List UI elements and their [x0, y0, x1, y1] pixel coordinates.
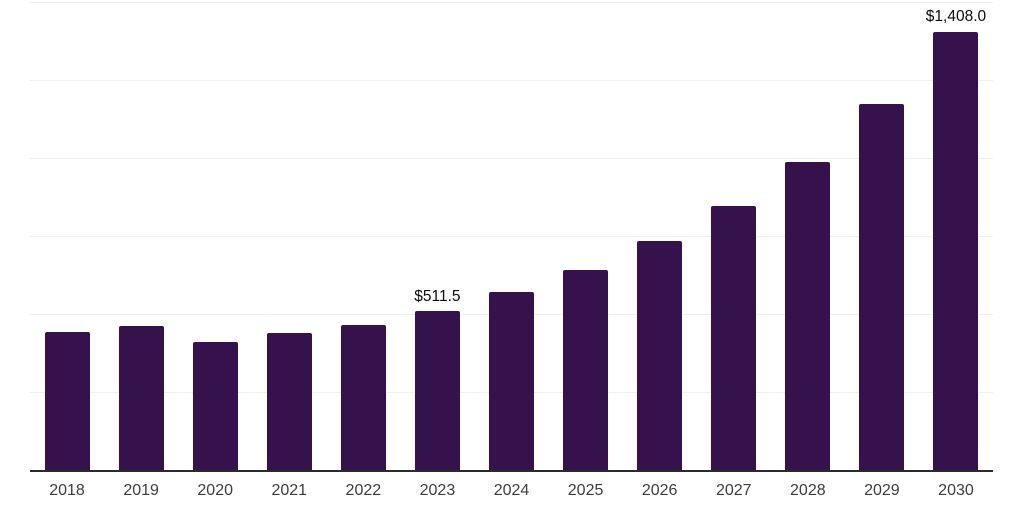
gridline: [30, 2, 993, 3]
x-axis-label-2020: 2020: [197, 482, 233, 499]
x-axis-label-2024: 2024: [493, 482, 530, 499]
x-axis-label-2018: 2018: [49, 482, 85, 499]
bar-2021: [266, 332, 312, 471]
x-axis-label-2021: 2021: [271, 482, 308, 499]
bar-slot-2026: [623, 3, 697, 471]
gridline: [30, 236, 993, 237]
data-label-2023: $511.5: [414, 287, 461, 305]
bar-slot-2028: [771, 3, 845, 471]
bar-2029: [859, 104, 905, 471]
bar-2030: [933, 31, 979, 471]
x-axis-label-2028: 2028: [790, 482, 826, 499]
bar-2025: [563, 270, 609, 471]
x-axis-label-2025: 2025: [567, 482, 604, 499]
bar-2023: [414, 311, 460, 471]
x-axis-label-2023: 2023: [419, 482, 456, 499]
x-axis-label-2029: 2029: [864, 482, 900, 499]
x-axis-label-2019: 2019: [123, 482, 159, 499]
x-axis-label-2030: 2030: [938, 482, 974, 499]
gridline: [30, 80, 993, 81]
bar-slot-2019: [104, 3, 178, 471]
bar-slot-2018: [30, 3, 104, 471]
x-axis-labels: 2018 2019 2020 2021 2022 2023 2024 2025 2026 2027…: [30, 481, 993, 501]
x-axis-label-2022: 2022: [345, 482, 382, 499]
bar-slot-2020: [178, 3, 252, 471]
x-axis-label-2026: 2026: [641, 482, 678, 499]
x-axis-line: [30, 470, 993, 472]
bar-slot-2025: [549, 3, 623, 471]
bar-2027: [711, 206, 757, 471]
bar-2018: [44, 332, 90, 471]
bar-2020: [192, 342, 238, 471]
bar-slot-2023: $511.5: [400, 3, 474, 471]
x-axis-label-2027: 2027: [715, 482, 752, 499]
bar-2024: [489, 291, 534, 471]
bar-slot-2030: $1,408.0: [919, 3, 993, 471]
bar-slot-2022: [326, 3, 400, 471]
gridline: [30, 158, 993, 160]
bar-2022: [340, 324, 386, 471]
bar-slot-2029: [845, 3, 919, 471]
bar-slot-2021: [252, 3, 326, 471]
bars-row: $511.5 $1,408.0: [30, 3, 993, 471]
plot-area: $511.5 $1,408.0: [30, 2, 993, 472]
bar-2028: [785, 161, 831, 471]
bar-slot-2027: [697, 3, 771, 471]
bar-slot-2024: [474, 3, 548, 471]
bar-2019: [118, 325, 164, 471]
data-label-2030: $1,408.0: [925, 8, 987, 26]
bar-2026: [637, 241, 683, 471]
